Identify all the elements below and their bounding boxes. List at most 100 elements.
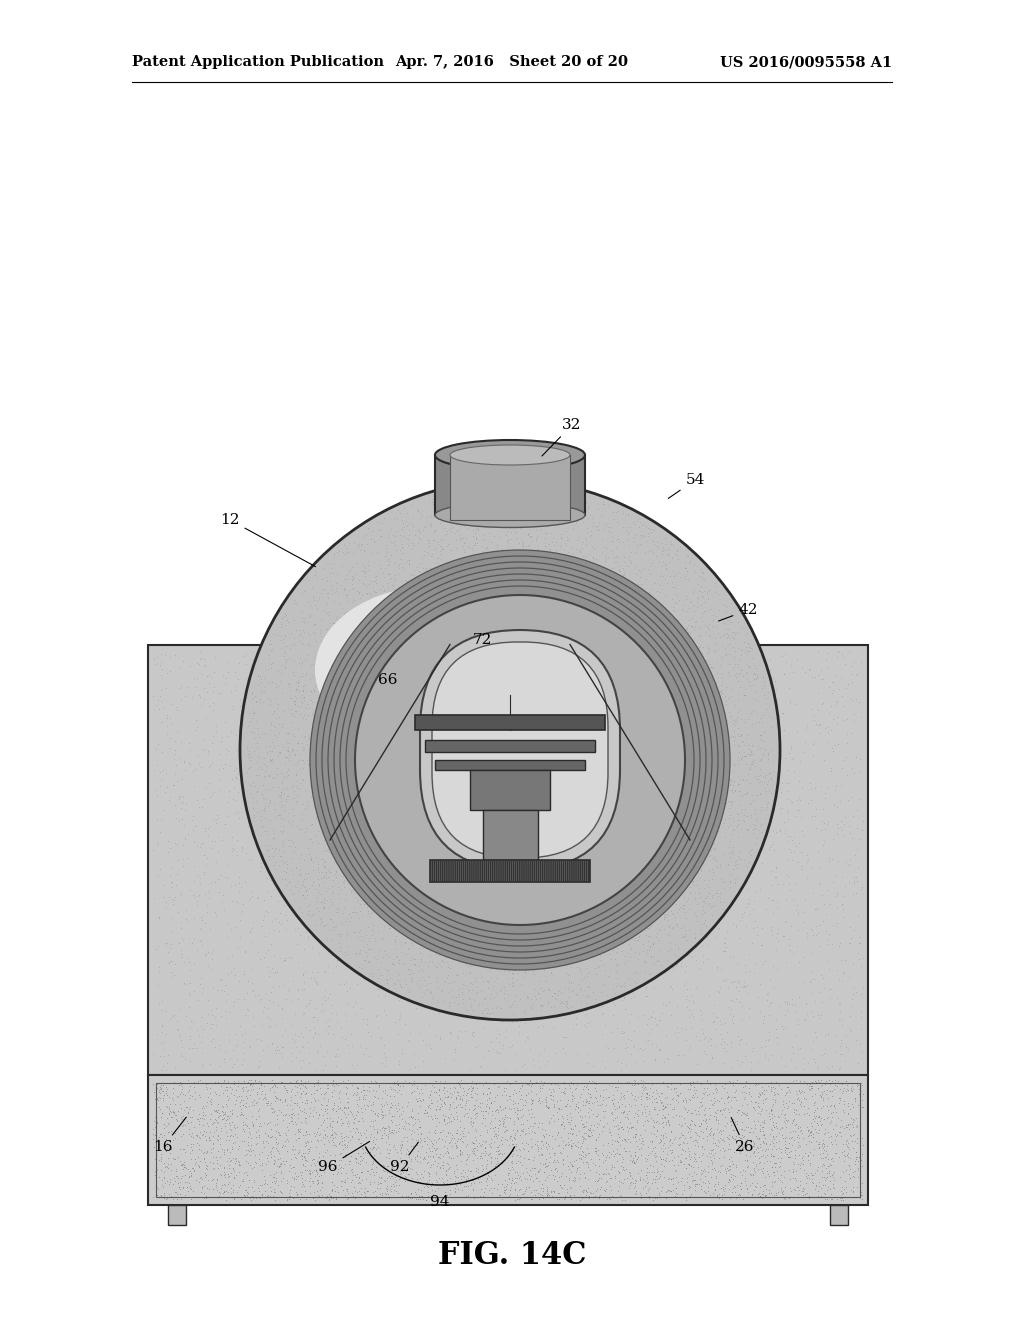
- Point: [334, 830, 350, 851]
- Point: [783, 1036, 800, 1057]
- Point: [284, 1107, 300, 1129]
- Point: [256, 664, 272, 685]
- Point: [370, 1137, 386, 1158]
- Point: [223, 1056, 240, 1077]
- Point: [850, 906, 866, 927]
- Point: [719, 768, 735, 789]
- Point: [443, 717, 460, 738]
- Point: [758, 788, 774, 809]
- Point: [162, 1172, 178, 1193]
- Point: [578, 796, 594, 817]
- Point: [634, 822, 650, 843]
- Point: [314, 924, 331, 945]
- Point: [174, 946, 190, 968]
- Point: [419, 801, 435, 822]
- Point: [631, 911, 647, 932]
- Point: [737, 916, 754, 937]
- Point: [387, 929, 403, 950]
- Point: [319, 594, 336, 615]
- Point: [361, 840, 378, 861]
- Point: [577, 653, 593, 675]
- Point: [358, 774, 375, 795]
- Point: [568, 1158, 585, 1179]
- Point: [716, 1031, 732, 1052]
- Point: [777, 1113, 794, 1134]
- Point: [755, 737, 771, 758]
- Point: [462, 882, 478, 903]
- Point: [249, 1133, 265, 1154]
- Point: [289, 760, 305, 781]
- Point: [362, 635, 379, 656]
- Point: [529, 570, 546, 591]
- Point: [558, 766, 574, 787]
- Point: [457, 846, 473, 867]
- Point: [578, 672, 594, 693]
- Point: [350, 660, 367, 681]
- Point: [201, 1179, 217, 1200]
- Point: [557, 1166, 573, 1187]
- Point: [582, 525, 598, 546]
- Point: [158, 677, 174, 698]
- Point: [500, 1158, 516, 1179]
- Point: [407, 772, 423, 793]
- Point: [514, 668, 530, 689]
- Point: [262, 822, 279, 843]
- Point: [379, 849, 395, 870]
- Point: [725, 771, 741, 792]
- Point: [489, 902, 506, 923]
- Point: [441, 770, 458, 791]
- Point: [340, 681, 356, 702]
- Point: [795, 742, 811, 763]
- Point: [309, 891, 326, 912]
- Point: [368, 1129, 384, 1150]
- Point: [531, 768, 548, 789]
- Point: [471, 953, 487, 974]
- Point: [356, 557, 373, 578]
- Point: [401, 652, 418, 673]
- Point: [508, 1059, 524, 1080]
- Point: [575, 880, 592, 902]
- Point: [414, 1129, 430, 1150]
- Point: [201, 756, 217, 777]
- Point: [741, 1146, 758, 1167]
- Point: [396, 1014, 413, 1035]
- Point: [700, 797, 717, 818]
- Point: [612, 890, 629, 911]
- Point: [531, 847, 548, 869]
- Point: [234, 1077, 251, 1098]
- Point: [729, 1175, 745, 1196]
- Point: [616, 1088, 633, 1109]
- Point: [404, 987, 421, 1008]
- Point: [411, 1110, 427, 1131]
- Point: [254, 837, 270, 858]
- Point: [625, 812, 641, 833]
- Point: [144, 1073, 161, 1094]
- Point: [496, 1115, 512, 1137]
- Point: [402, 735, 419, 756]
- Point: [470, 694, 486, 715]
- Point: [465, 1170, 481, 1191]
- Point: [371, 1074, 387, 1096]
- Point: [632, 697, 648, 718]
- Point: [746, 803, 763, 824]
- Point: [691, 876, 708, 898]
- Point: [734, 660, 751, 681]
- Point: [552, 912, 568, 933]
- Point: [722, 792, 738, 813]
- Point: [685, 990, 701, 1011]
- Point: [404, 713, 421, 734]
- Point: [367, 858, 383, 879]
- Point: [367, 832, 383, 853]
- Point: [505, 929, 521, 950]
- Point: [518, 960, 535, 981]
- Point: [313, 849, 330, 870]
- Point: [453, 923, 469, 944]
- Point: [247, 685, 263, 706]
- Point: [270, 706, 287, 727]
- Point: [546, 1143, 562, 1164]
- Point: [496, 865, 512, 886]
- Point: [473, 1177, 489, 1199]
- Point: [155, 1039, 171, 1060]
- Point: [727, 1081, 743, 1102]
- Point: [663, 1180, 679, 1201]
